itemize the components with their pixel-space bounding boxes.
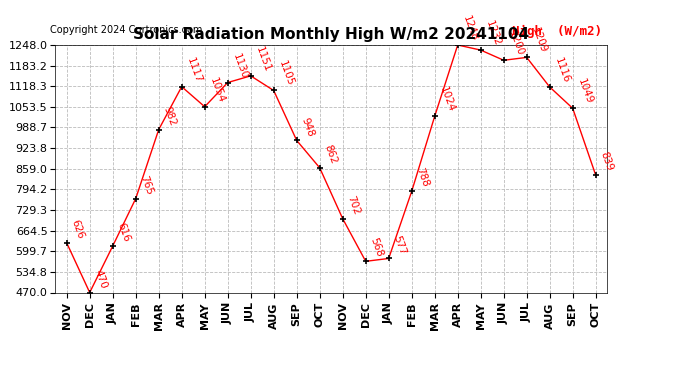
Text: 1248: 1248 — [460, 14, 479, 42]
Text: 616: 616 — [115, 221, 132, 243]
Text: 1232: 1232 — [484, 19, 502, 48]
Text: 568: 568 — [368, 237, 384, 259]
Title: Solar Radiation Monthly High W/m2 20241104: Solar Radiation Monthly High W/m2 202411… — [133, 27, 529, 42]
Text: 862: 862 — [322, 143, 339, 165]
Text: 577: 577 — [391, 234, 408, 256]
Text: 1151: 1151 — [253, 45, 272, 74]
Text: 765: 765 — [139, 174, 155, 196]
Text: 788: 788 — [415, 167, 431, 189]
Text: 1049: 1049 — [575, 78, 594, 106]
Text: 626: 626 — [70, 218, 86, 240]
Text: 839: 839 — [598, 150, 615, 172]
Text: 982: 982 — [161, 105, 177, 127]
Text: 470: 470 — [92, 268, 108, 290]
Text: 1105: 1105 — [277, 60, 295, 88]
Text: 1116: 1116 — [553, 56, 571, 84]
Text: High  (W/m2): High (W/m2) — [512, 25, 602, 38]
Text: 1200: 1200 — [506, 30, 525, 58]
Text: 702: 702 — [346, 194, 362, 216]
Text: 1024: 1024 — [437, 86, 456, 114]
Text: 1130: 1130 — [230, 52, 249, 80]
Text: 1054: 1054 — [208, 76, 226, 104]
Text: 948: 948 — [299, 116, 315, 138]
Text: 1209: 1209 — [529, 27, 548, 55]
Text: Copyright 2024 Curtronics.com: Copyright 2024 Curtronics.com — [50, 25, 202, 35]
Text: 1117: 1117 — [184, 56, 203, 84]
